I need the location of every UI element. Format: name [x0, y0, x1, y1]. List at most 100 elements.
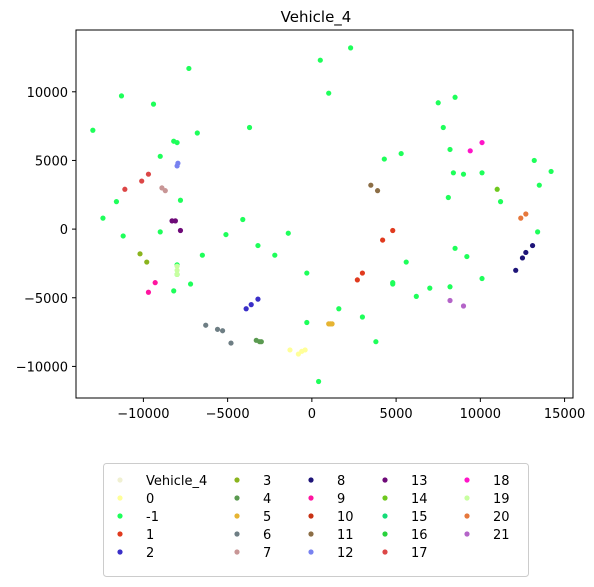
data-point [240, 216, 246, 223]
legend-item: 15 [382, 510, 428, 525]
legend-label: 0 [146, 492, 154, 507]
data-point [519, 255, 526, 261]
data-point [171, 288, 177, 294]
x-tick-label: −10000 [117, 407, 169, 422]
data-point [460, 303, 467, 309]
data-point [535, 229, 541, 235]
chart-title: Vehicle_4 [281, 8, 352, 27]
data-point [248, 302, 254, 308]
data-point [380, 237, 386, 243]
data-point [452, 94, 458, 100]
legend-item: 19 [464, 492, 510, 507]
data-point [518, 215, 524, 221]
legend-marker [382, 495, 388, 501]
data-point [144, 259, 150, 265]
legend-item: Vehicle_4 [117, 474, 207, 489]
data-point [427, 285, 433, 291]
data-point [152, 280, 158, 286]
data-point [531, 157, 537, 164]
legend-label: 15 [411, 510, 428, 525]
data-point [272, 252, 278, 258]
legend-item: 10 [308, 510, 354, 525]
legend-label: 18 [493, 474, 510, 489]
x-tick-label: 10000 [460, 407, 501, 422]
legend-box [103, 463, 529, 577]
legend-label: 3 [263, 474, 271, 489]
y-tick-label: −10000 [16, 360, 68, 375]
data-point [348, 45, 354, 51]
legend-item: 18 [464, 474, 510, 489]
data-point [228, 340, 234, 346]
series-13 [169, 218, 184, 234]
data-point [145, 289, 152, 295]
data-point [447, 284, 453, 290]
data-point [113, 199, 120, 205]
series-11 [368, 182, 381, 194]
data-point [398, 150, 404, 157]
series-3 [137, 251, 150, 265]
plot-frame [75, 29, 574, 399]
legend-label: 5 [263, 510, 271, 525]
legend-item: 4 [234, 492, 271, 507]
legend-label: 4 [263, 492, 271, 507]
y-tick-label: −5000 [24, 292, 68, 307]
legend-marker [234, 495, 240, 501]
series-2 [243, 296, 261, 312]
legend-label: 7 [263, 546, 271, 561]
data-point [243, 306, 249, 312]
legend-label: 21 [493, 528, 510, 543]
legend-label: 12 [337, 546, 354, 561]
legend-label: Vehicle_4 [146, 474, 207, 489]
data-point [175, 160, 181, 166]
data-point [359, 314, 366, 320]
legend-item: 2 [117, 546, 154, 561]
data-point [90, 127, 96, 133]
legend-marker [308, 531, 314, 537]
series-14 [494, 186, 500, 192]
data-point [403, 259, 409, 265]
data-point [354, 277, 360, 283]
series-7 [159, 185, 168, 194]
series--1 [90, 45, 554, 385]
legend-label: 14 [411, 492, 428, 507]
legend-marker [117, 477, 123, 483]
series-21 [447, 297, 467, 309]
data-point [329, 321, 335, 327]
legend: Vehicle_40-11234567891011121314151617181… [103, 463, 529, 577]
data-point [359, 270, 366, 276]
data-point [467, 148, 473, 154]
legend-marker [117, 495, 123, 501]
x-tick-label: 15000 [544, 407, 585, 422]
data-point [174, 267, 180, 273]
legend-label: 16 [411, 528, 428, 543]
data-point [440, 124, 446, 131]
data-point [381, 156, 387, 162]
legend-marker [117, 531, 123, 537]
data-point [413, 293, 419, 299]
legend-marker [117, 513, 123, 519]
data-point [174, 271, 180, 278]
data-point [368, 182, 374, 188]
data-point [479, 139, 485, 146]
legend-item: -1 [117, 510, 159, 525]
data-point [177, 227, 184, 234]
data-point [450, 170, 456, 176]
legend-item: 16 [382, 528, 428, 543]
series-1 [354, 227, 396, 283]
data-point [285, 230, 291, 236]
series-8 [513, 242, 536, 273]
legend-item: 11 [308, 528, 354, 543]
legend-label: 2 [146, 546, 154, 561]
data-point [304, 319, 310, 326]
y-tick-label: 5000 [35, 154, 68, 169]
data-point [255, 296, 261, 302]
legend-item: 20 [464, 510, 510, 525]
data-point [445, 194, 451, 201]
legend-label: 10 [337, 510, 354, 525]
y-tick-label: 10000 [27, 86, 68, 101]
data-point [162, 188, 168, 194]
data-point [523, 249, 529, 256]
data-point [390, 280, 396, 286]
x-tick-label: 5000 [380, 407, 413, 422]
data-point [177, 197, 184, 203]
